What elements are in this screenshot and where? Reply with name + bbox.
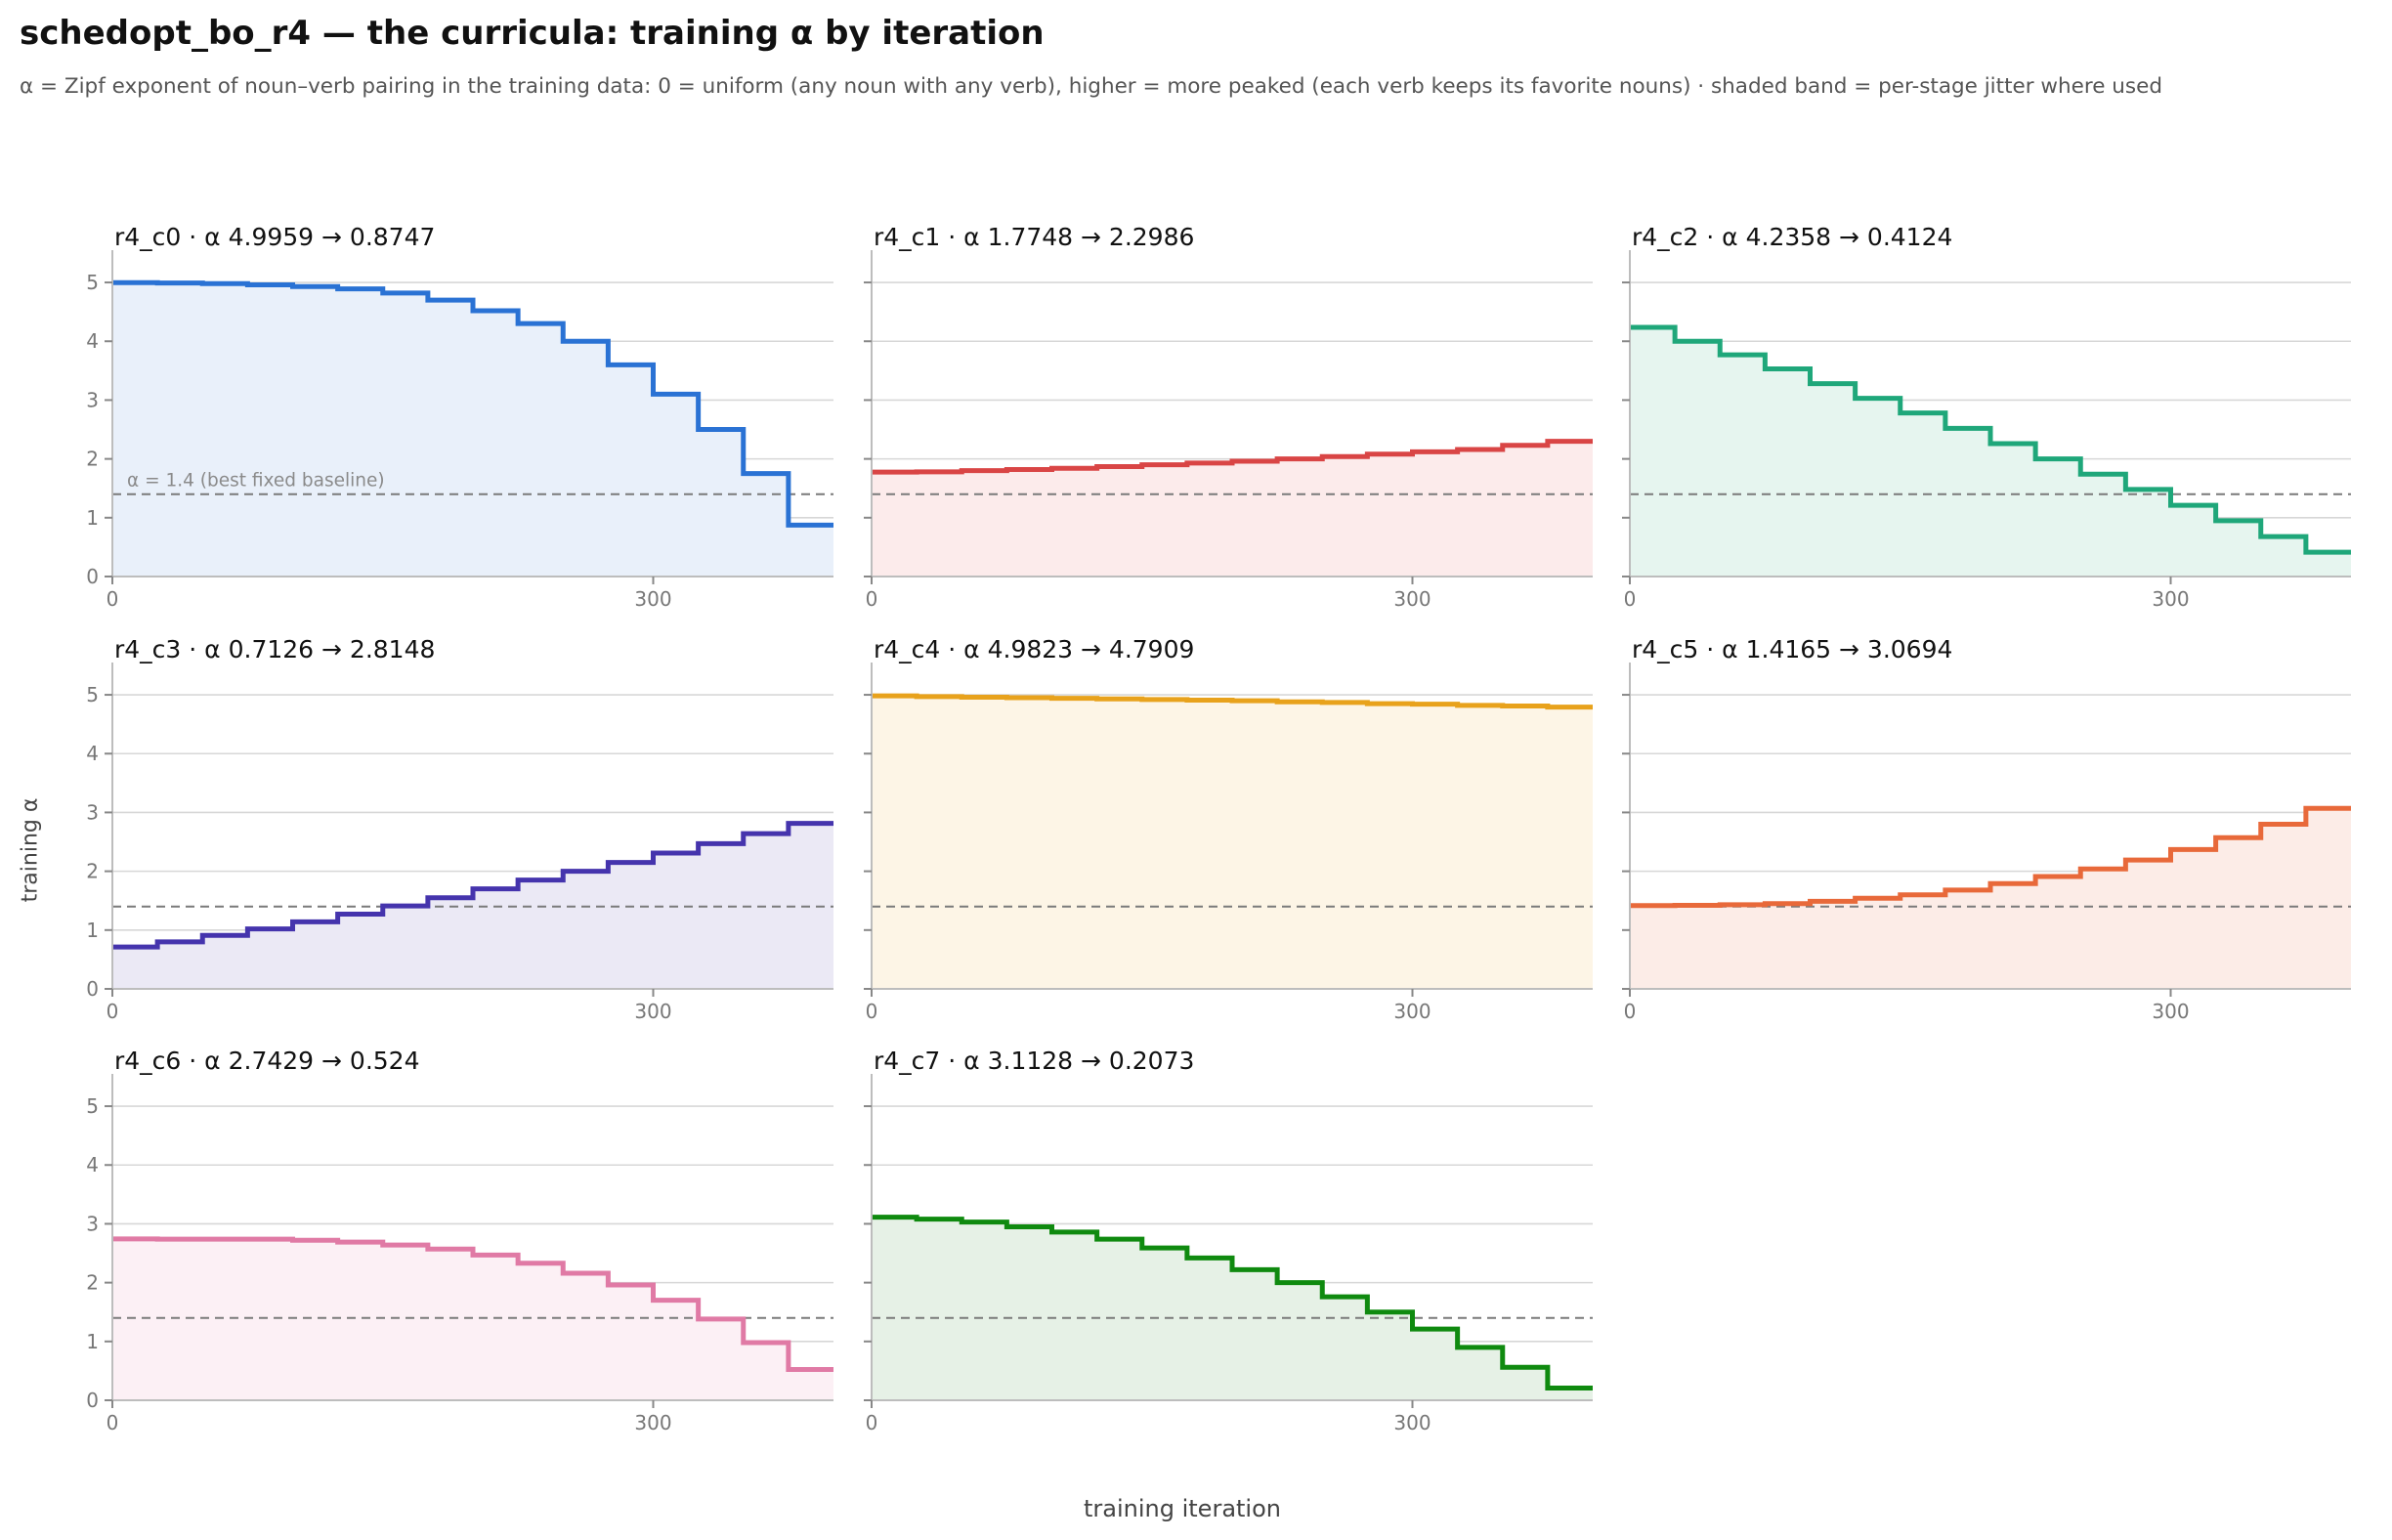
chart-title: schedopt_bo_r4 — the curricula: training… bbox=[20, 14, 1045, 53]
series-line-r4_c7 bbox=[872, 1215, 1593, 1391]
series-area bbox=[112, 1238, 833, 1400]
panel-title: r4_c6 · α 2.7429 → 0.524 bbox=[114, 1047, 420, 1075]
panel-r4_c6: 0 1 2 3 4 5 0 300 r4_c6 · α 2.7429 → 0.524 bbox=[86, 1047, 833, 1434]
x-tick-label: 300 bbox=[2152, 1000, 2189, 1023]
x-tick-label: 0 bbox=[866, 1411, 878, 1434]
x-tick-label: 0 bbox=[866, 1000, 878, 1023]
x-tick-label: 300 bbox=[1393, 1411, 1431, 1434]
baseline-annotation: α = 1.4 (best fixed baseline) bbox=[127, 471, 385, 492]
y-tick-label: 3 bbox=[86, 1212, 99, 1235]
panel-r4_c2: 0 300 r4_c2 · α 4.2358 → 0.4124 bbox=[1622, 223, 2351, 611]
series-line-r4_c1 bbox=[872, 439, 1593, 475]
series-area bbox=[872, 441, 1593, 577]
panel-title: r4_c0 · α 4.9959 → 0.8747 bbox=[114, 223, 435, 251]
x-tick-label: 0 bbox=[1624, 1000, 1637, 1023]
panel-title: r4_c1 · α 1.7748 → 2.2986 bbox=[874, 223, 1194, 251]
series-line-r4_c2 bbox=[1630, 324, 2351, 555]
panel-r4_c7: 0 300 r4_c7 · α 3.1128 → 0.2073 bbox=[864, 1047, 1593, 1434]
series-line-r4_c5 bbox=[1630, 805, 2351, 909]
y-axis-label-text: training α bbox=[18, 797, 43, 903]
x-tick-label: 0 bbox=[107, 1000, 119, 1023]
series-area bbox=[872, 696, 1593, 989]
y-tick-label: 3 bbox=[86, 800, 99, 824]
y-tick-label: 0 bbox=[86, 977, 99, 1001]
x-tick-label: 300 bbox=[634, 1411, 671, 1434]
panel-title: r4_c7 · α 3.1128 → 0.2073 bbox=[874, 1047, 1194, 1075]
x-tick-label: 0 bbox=[107, 1411, 119, 1434]
panel-r4_c1: 0 300 r4_c1 · α 1.7748 → 2.2986 bbox=[864, 223, 1593, 611]
y-tick-label: 5 bbox=[86, 1094, 99, 1118]
panel-r4_c5: 0 300 r4_c5 · α 1.4165 → 3.0694 bbox=[1622, 635, 2351, 1023]
y-axis-label: training α bbox=[6, 798, 55, 903]
series-line-r4_c3 bbox=[112, 821, 833, 950]
panel-r4_c3: 0 1 2 3 4 5 0 300 r4_c3 · α 0.7126 → 2.8148 bbox=[86, 635, 833, 1023]
x-tick-label: 300 bbox=[634, 1000, 671, 1023]
x-axis-label: training iteration bbox=[1084, 1495, 1281, 1522]
panel-title: r4_c5 · α 1.4165 → 3.0694 bbox=[1632, 635, 1952, 663]
y-tick-label: 1 bbox=[86, 506, 99, 530]
y-tick-label: 1 bbox=[86, 919, 99, 942]
chart-subtitle: α = Zipf exponent of noun–verb pairing i… bbox=[20, 74, 2162, 99]
y-tick-label: 5 bbox=[86, 271, 99, 294]
x-tick-label: 0 bbox=[1624, 587, 1637, 611]
series-line-r4_c0 bbox=[112, 279, 833, 528]
y-tick-label: 3 bbox=[86, 388, 99, 411]
y-tick-label: 5 bbox=[86, 683, 99, 706]
x-tick-label: 300 bbox=[1393, 587, 1431, 611]
series-area bbox=[112, 282, 833, 577]
x-tick-label: 300 bbox=[2152, 587, 2189, 611]
y-tick-label: 1 bbox=[86, 1330, 99, 1353]
series-area bbox=[872, 1217, 1593, 1400]
y-tick-label: 0 bbox=[86, 565, 99, 588]
y-tick-label: 4 bbox=[86, 742, 99, 765]
y-tick-label: 2 bbox=[86, 1271, 99, 1295]
panel-title: r4_c4 · α 4.9823 → 4.7909 bbox=[874, 635, 1194, 663]
x-tick-label: 0 bbox=[866, 587, 878, 611]
x-tick-label: 0 bbox=[107, 587, 119, 611]
panel-title: r4_c3 · α 0.7126 → 2.8148 bbox=[114, 635, 435, 663]
panel-r4_c4: 0 300 r4_c4 · α 4.9823 → 4.7909 bbox=[864, 635, 1593, 1023]
panel-title: r4_c2 · α 4.2358 → 0.4124 bbox=[1632, 223, 1952, 251]
y-tick-label: 4 bbox=[86, 1153, 99, 1176]
y-tick-label: 2 bbox=[86, 860, 99, 883]
panel-r4_c0: 0 1 2 3 4 5 0 300 r4_c0 · α 4.9959 → 0.8747 α = 1… bbox=[86, 223, 833, 611]
y-tick-label: 4 bbox=[86, 329, 99, 353]
y-tick-label: 2 bbox=[86, 448, 99, 471]
series-line-r4_c4 bbox=[872, 693, 1593, 710]
series-line-r4_c6 bbox=[112, 1236, 833, 1372]
y-tick-label: 0 bbox=[86, 1389, 99, 1412]
series-area bbox=[1630, 327, 2351, 577]
x-tick-label: 300 bbox=[634, 587, 671, 611]
x-tick-label: 300 bbox=[1393, 1000, 1431, 1023]
